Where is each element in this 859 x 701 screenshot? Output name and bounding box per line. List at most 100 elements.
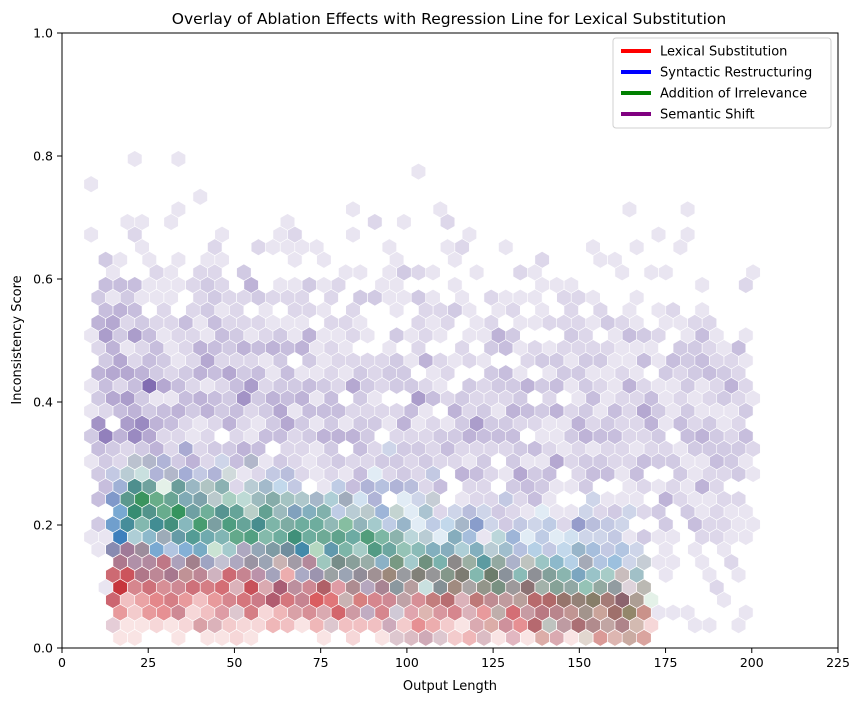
x-tick-label: 0 [58, 655, 66, 670]
hexbin-cell [730, 566, 747, 584]
hexbin-cell [309, 490, 325, 508]
hexbin-cell [236, 263, 252, 282]
hexbin-cell [738, 326, 754, 345]
hexbin-cell [156, 528, 172, 546]
legend-box [612, 37, 832, 129]
hexbin-cell [483, 591, 499, 609]
hexbin-cell [701, 515, 718, 534]
hexbin-cell [461, 553, 477, 571]
hexbin-cell [345, 553, 361, 571]
hexbin-cell [105, 288, 121, 307]
hexbin-cell [425, 440, 441, 458]
hexbin-cell [287, 503, 303, 521]
hexbin-cell [149, 364, 165, 382]
hexbin-cell [229, 377, 245, 395]
hexbin-cell [127, 150, 143, 168]
hexbin-cell [243, 452, 259, 471]
hexbin-cell [250, 389, 266, 408]
hexbin-cell [505, 301, 521, 319]
hexbin-cell [432, 200, 448, 219]
plot-frame [61, 32, 839, 649]
hexbin-cell [701, 414, 718, 433]
hexbin-cell [498, 465, 514, 483]
hexbin-cell [199, 251, 216, 269]
hexbin-cell [134, 288, 150, 307]
hexbin-cell [585, 414, 601, 433]
hexbin-cell [214, 276, 230, 294]
hexbin-cell [549, 477, 565, 496]
hexbin-cell [199, 553, 216, 571]
hexbin-cell [447, 276, 463, 294]
x-tick-label: 75 [313, 655, 329, 670]
hexbin-cell [570, 465, 587, 483]
hexbin-cell [250, 616, 266, 634]
y-axis-label: Inconsistency Score [10, 275, 25, 404]
hexbin-cell [236, 288, 252, 307]
hexbin-cell [498, 238, 514, 256]
hexbin-cell [265, 314, 281, 332]
hexbin-cell [323, 440, 339, 458]
hexbin-cell [83, 175, 99, 193]
hexbin-cell [701, 616, 718, 634]
hexbin-cell [701, 566, 718, 584]
hexbin-cell [323, 616, 339, 634]
hexbin-cell [418, 503, 434, 521]
y-tick-label: 0.4 [33, 395, 53, 410]
hexbin-cell [425, 465, 441, 483]
hexbin-cell [672, 490, 688, 508]
hexbin-cell [687, 616, 703, 634]
hexbin-cell [141, 402, 157, 420]
hexbin-cell [578, 553, 594, 571]
hexbin-cell [490, 528, 507, 546]
hexbin-cell [600, 540, 616, 559]
hexbin-cell [229, 578, 245, 597]
hexbin-cell [214, 351, 230, 370]
hexbin-cell [316, 301, 332, 319]
hexbin-cell [592, 301, 608, 319]
hexbin-cell [323, 566, 339, 584]
y-tick-label: 0.0 [33, 641, 53, 656]
hexbin-cell [665, 603, 681, 622]
hexbin-cell [469, 440, 485, 458]
y-tick-label: 0.8 [33, 149, 53, 164]
hexbin-cell [330, 377, 347, 395]
hexbin-cell [389, 528, 405, 546]
hexbin-cell [534, 276, 550, 294]
hexbin-cell [621, 200, 637, 219]
hexbin-cell [207, 616, 223, 634]
hexbin-cell [389, 603, 405, 622]
hexbin-cell [534, 503, 550, 521]
hexbin-cell [170, 351, 186, 370]
hexbin-cell [629, 440, 645, 458]
y-tick-label: 0.2 [33, 518, 53, 533]
hexbin-cell [98, 351, 114, 370]
hexbin-cell [410, 414, 427, 433]
hexbin-cell [607, 603, 623, 622]
hexbin-cell [287, 553, 303, 571]
hexbin-cell [170, 150, 186, 168]
hexbin-cell [650, 351, 667, 370]
hexbin-cell [512, 389, 528, 408]
hexbin-cell [367, 389, 383, 408]
hexbin-cell [461, 578, 477, 597]
hexbin-cell [592, 452, 608, 471]
hexbin-cell [410, 263, 427, 282]
legend-label: Addition of Irrelevance [660, 87, 807, 102]
y-tick-label: 1.0 [33, 26, 53, 41]
x-axis: 0 25 50 75 100 125 150 175 200 225 [58, 648, 850, 670]
hexbin-cell [250, 238, 266, 256]
hexbin-cell [119, 314, 136, 332]
hexbin-cell [600, 389, 616, 408]
hexbin-cell [345, 225, 361, 244]
x-tick-label: 200 [740, 655, 764, 670]
hexbin-cell [418, 629, 434, 647]
hexbin-cell [505, 578, 521, 597]
hexbin-cell [316, 276, 332, 294]
hexbin-cell [512, 263, 528, 282]
hexbin-cell [178, 440, 194, 458]
hexbin-cell [105, 591, 121, 609]
hexbin-cell [541, 414, 557, 433]
x-axis-label: Output Length [403, 679, 497, 694]
hexbin-cell [185, 377, 201, 395]
